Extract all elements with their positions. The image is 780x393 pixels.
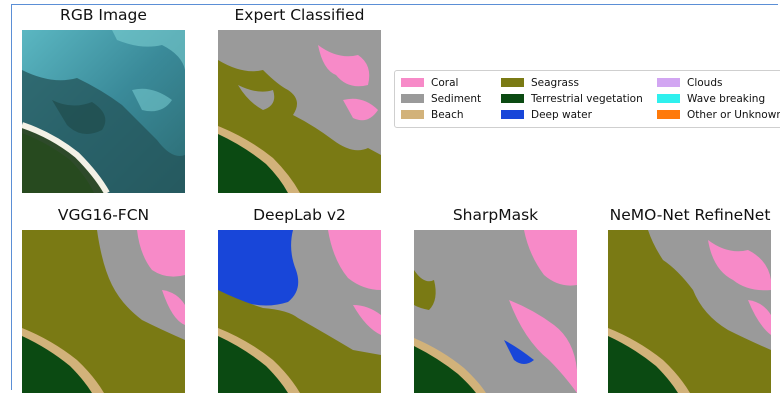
legend-swatch-sediment (401, 94, 424, 103)
vgg16-fcn-map (22, 230, 185, 393)
refinenet-map (608, 230, 771, 393)
panel-title-sharpmask: SharpMask (452, 206, 539, 224)
legend-swatch-clouds (657, 78, 680, 87)
legend-swatch-terrestrial (501, 94, 524, 103)
expert-classified-map (218, 30, 381, 193)
figure-frame-top (11, 4, 778, 5)
rgb-image (22, 30, 185, 193)
legend-swatch-coral (401, 78, 424, 87)
legend-swatch-wave-breaking (657, 94, 680, 103)
panel-title-expert: Expert Classified (234, 6, 365, 24)
deeplab-v2-map (218, 230, 381, 393)
legend-swatch-beach (401, 110, 424, 119)
legend-swatch-deep-water (501, 110, 524, 119)
panel-title-deeplab: DeepLab v2 (253, 206, 346, 224)
legend-swatch-seagrass (501, 78, 524, 87)
figure-frame-left (11, 4, 12, 390)
panel-title-rgb: RGB Image (60, 6, 147, 24)
legend: Coral Sediment Beach Seagrass Terrestria… (394, 70, 780, 128)
legend-swatch-other (657, 110, 680, 119)
panel-title-vgg16: VGG16-FCN (57, 206, 150, 224)
panel-title-refinenet: NeMO-Net RefineNet (609, 206, 771, 224)
sharpmask-map (414, 230, 577, 393)
